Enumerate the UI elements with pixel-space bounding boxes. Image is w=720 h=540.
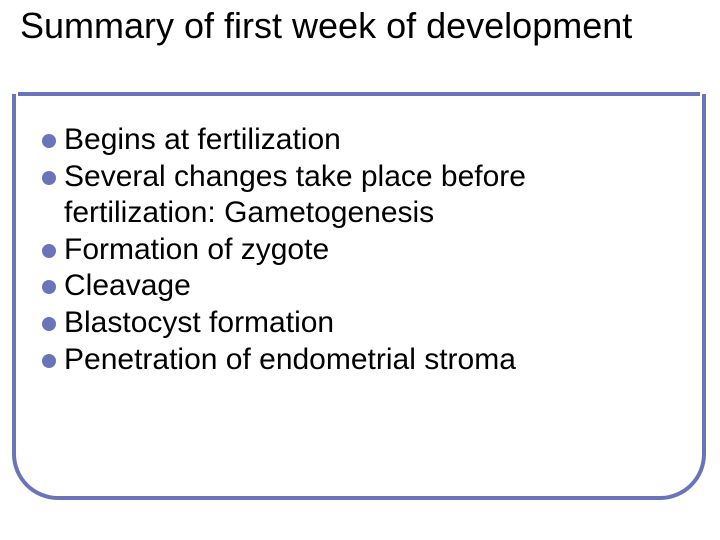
bullet-icon [42,171,56,185]
list-item: Formation of zygote [42,232,670,269]
list-item: Several changes take place before fertil… [42,159,670,232]
bullet-list: Begins at fertilization Several changes … [42,122,670,378]
bullet-text: Formation of zygote [64,232,329,269]
bullet-text: Begins at fertilization [64,122,341,159]
bullet-text: Several changes take place before fertil… [64,159,670,232]
slide-title: Summary of first week of development [20,6,700,46]
bullet-icon [42,244,56,258]
bullet-icon [42,317,56,331]
bullet-text: Blastocyst formation [64,305,334,342]
slide: Summary of first week of development Beg… [0,0,720,540]
bullet-icon [42,134,56,148]
title-band: Summary of first week of development [0,0,720,46]
list-item: Begins at fertilization [42,122,670,159]
bullet-icon [42,354,56,368]
bullet-text: Cleavage [64,268,191,305]
bullet-text: Penetration of endometrial stroma [64,342,516,379]
bullet-icon [42,280,56,294]
list-item: Penetration of endometrial stroma [42,342,670,379]
list-item: Blastocyst formation [42,305,670,342]
list-item: Cleavage [42,268,670,305]
